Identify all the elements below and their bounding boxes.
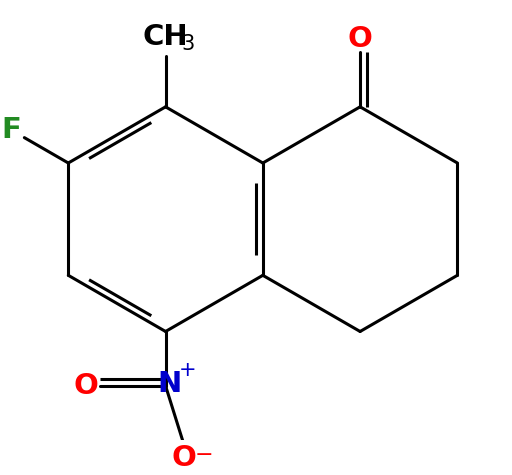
Text: CH: CH	[143, 22, 188, 50]
Text: O: O	[73, 372, 98, 400]
Text: O: O	[348, 26, 373, 54]
Text: O: O	[171, 444, 196, 472]
Text: F: F	[2, 116, 22, 144]
Text: −: −	[195, 445, 214, 465]
Text: 3: 3	[181, 34, 195, 54]
Text: N: N	[158, 370, 182, 399]
Text: +: +	[179, 360, 196, 380]
